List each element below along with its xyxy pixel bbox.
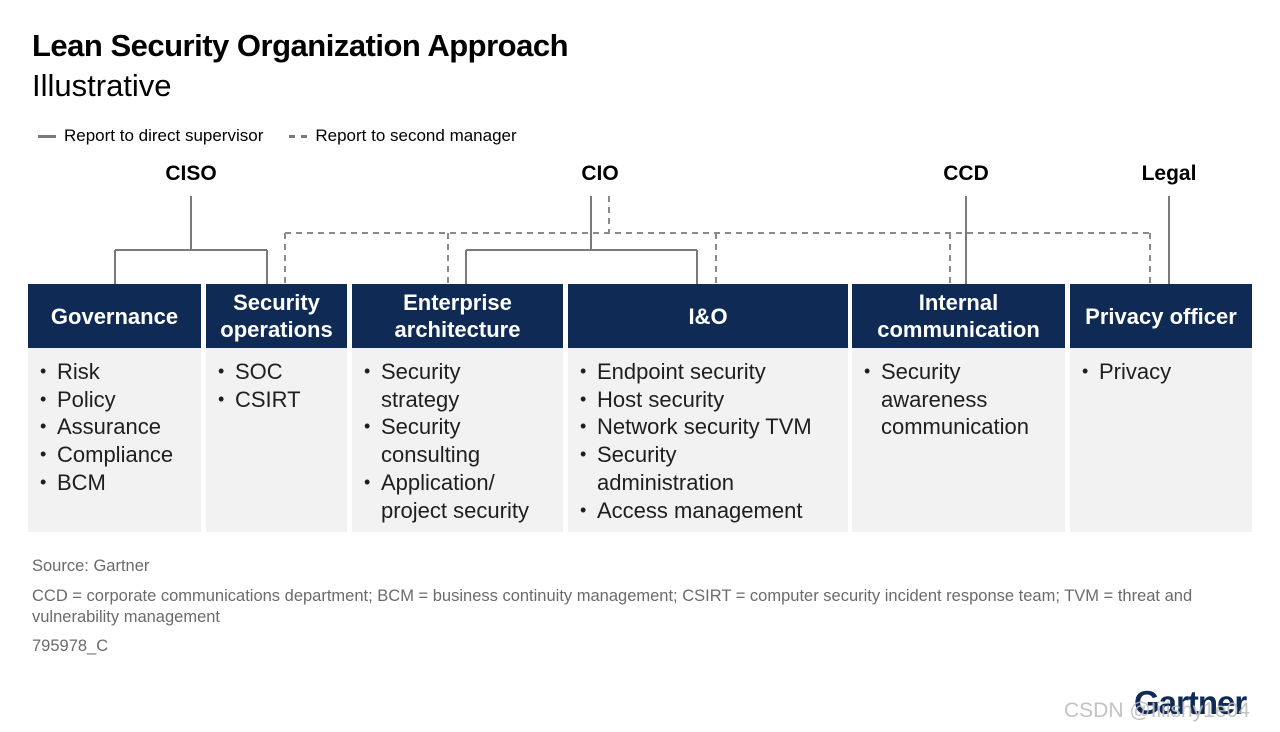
list-item: Access management (580, 497, 842, 525)
list-item: Network security TVM (580, 413, 842, 441)
column-header-enterprise-architecture: Enterprise architecture (352, 284, 563, 348)
list-item: Endpoint security (580, 358, 842, 386)
column-items-security-operations: SOCCSIRT (206, 348, 347, 413)
cio-solid-connector (465, 196, 698, 284)
column-privacy-officer: Privacy officer Privacy (1070, 284, 1252, 532)
column-items-governance: RiskPolicyAssuranceComplianceBCM (28, 348, 201, 497)
connector-lines (114, 196, 1170, 284)
list-item: Application/project security (364, 469, 557, 524)
column-header-security-operations: Security operations (206, 284, 347, 348)
list-item: Compliance (40, 441, 195, 469)
list-item: BCM (40, 469, 195, 497)
page-subtitle: Illustrative (32, 68, 172, 103)
list-item: CSIRT (218, 386, 341, 414)
source-note: Source: Gartner (32, 557, 150, 575)
column-items-enterprise-architecture: SecuritystrategySecurityconsultingApplic… (352, 348, 563, 524)
page-title: Lean Security Organization Approach (32, 28, 569, 63)
column-header-governance: Governance (28, 284, 201, 348)
column-security-operations: SecurityoperationsSOCCSIRT (206, 284, 347, 532)
ciso-solid-connector (114, 196, 268, 284)
column-header-io: I&O (568, 284, 848, 348)
list-item: Host security (580, 386, 842, 414)
legend: Report to direct supervisor Report to se… (38, 126, 543, 146)
watermark: CSDN @Iiiishy1e04 (1064, 699, 1250, 722)
column-header-privacy-officer: Privacy officer (1070, 284, 1252, 348)
list-item: SOC (218, 358, 341, 386)
list-item: Risk (40, 358, 195, 386)
document-code: 795978_C (32, 637, 109, 655)
column-enterprise-architecture: EnterprisearchitectureSecuritystrategySe… (352, 284, 563, 532)
legend-solid: Report to direct supervisor (38, 126, 263, 146)
column-header-internal-communication: Internal communication (852, 284, 1065, 348)
node-ccd: CCD (943, 162, 989, 185)
list-item: Privacy (1082, 358, 1246, 386)
dashed-line-swatch (289, 134, 308, 138)
column-items-io: Endpoint securityHost securityNetwork se… (568, 348, 848, 524)
list-item: Policy (40, 386, 195, 414)
legend-dashed: Report to second manager (289, 126, 517, 146)
dashed-connector (284, 196, 1151, 284)
solid-line-swatch (38, 134, 56, 138)
node-cio: CIO (581, 162, 619, 185)
gartner-logo: Gartner (1134, 684, 1247, 721)
column-io: I&OEndpoint securityHost securityNetwork… (568, 284, 848, 532)
node-ciso: CISO (165, 162, 217, 185)
list-item: Assurance (40, 413, 195, 441)
legend-solid-label: Report to direct supervisor (64, 126, 264, 145)
column-items-privacy-officer: Privacy (1070, 348, 1252, 386)
node-legal: Legal (1141, 162, 1197, 185)
column-governance: GovernanceRiskPolicyAssuranceComplianceB… (28, 284, 201, 532)
legend-dashed-label: Report to second manager (315, 126, 517, 145)
abbreviation-notes: CCD = corporate communications departmen… (32, 587, 1193, 626)
